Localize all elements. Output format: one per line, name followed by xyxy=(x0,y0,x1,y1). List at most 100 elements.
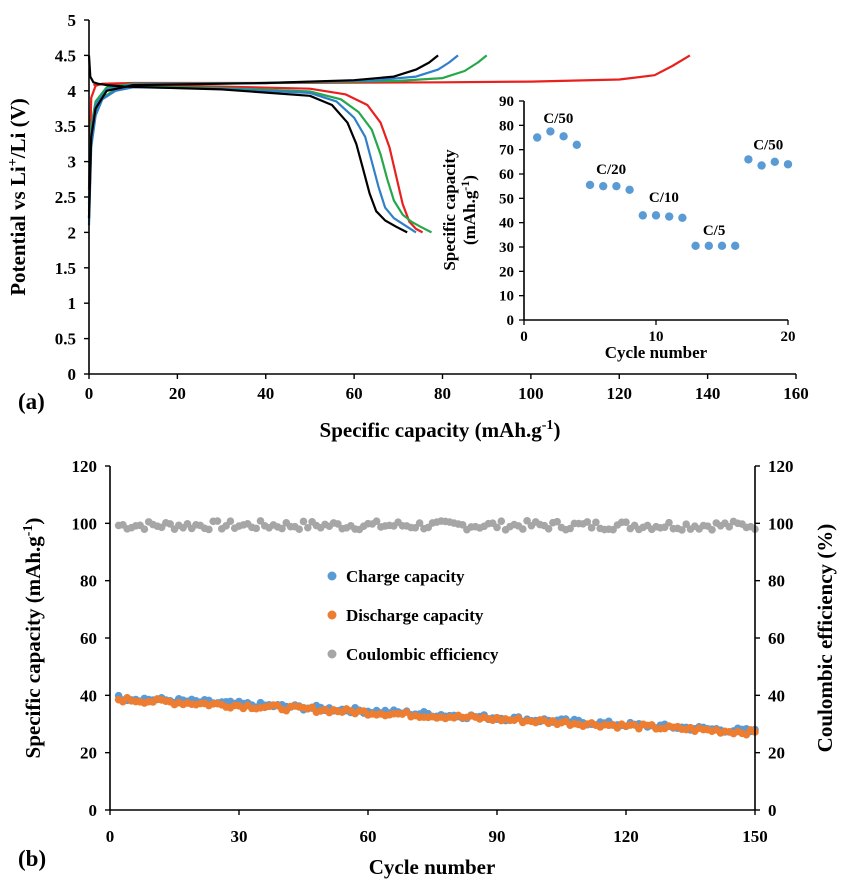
legend-marker-2 xyxy=(327,649,337,659)
panel-a-x-tick-label: 60 xyxy=(346,384,363,403)
panel-b-point-2 xyxy=(304,523,312,532)
inset-point xyxy=(717,241,727,250)
panel-a-y-tick-label: 3.5 xyxy=(55,117,76,136)
panel-b-point-2 xyxy=(553,517,561,526)
inset-point xyxy=(783,160,793,169)
inset-y-tick-label: 90 xyxy=(499,94,514,110)
panel-b-point-2 xyxy=(725,523,733,531)
legend-label-0: Charge capacity xyxy=(346,567,465,586)
panel-b-point-2 xyxy=(252,524,260,533)
legend-marker-1 xyxy=(327,610,337,620)
inset-y-tick-label: 70 xyxy=(499,143,514,159)
inset-x-tick-label: 10 xyxy=(649,329,664,345)
panel-b-x-tick-label: 0 xyxy=(106,827,115,846)
panel-a-x-tick-label: 40 xyxy=(257,384,274,403)
panel-b-point-2 xyxy=(295,525,304,533)
panel-a-x-tick-label: 0 xyxy=(85,384,94,403)
panel-a-curves xyxy=(87,54,691,234)
panel-b-y2-tick-label: 20 xyxy=(768,744,785,763)
panel-b-y2-tick-label: 0 xyxy=(768,801,777,820)
panel-b-point-2 xyxy=(519,525,527,533)
panel-b-y-tick-label: 80 xyxy=(80,572,97,591)
inset-point xyxy=(651,211,661,220)
inset-point xyxy=(665,212,674,221)
panel-b-point-2 xyxy=(566,524,574,533)
inset-point xyxy=(704,241,713,250)
panel-a-y-tick-label: 3 xyxy=(68,153,77,172)
panel-b-y2-tick-label: 100 xyxy=(768,514,794,533)
panel-a-charge-curve-2 xyxy=(87,54,459,212)
panel-a-charge-curve-3 xyxy=(87,54,439,219)
inset-x-tick-label: 0 xyxy=(520,329,528,345)
panel-a-y-tick-label: 5 xyxy=(68,11,77,30)
panel-a-y-label: Potential vs Li+/Li (V) xyxy=(6,98,30,296)
inset-point xyxy=(770,157,779,167)
panel-a-y-tick-label: 0.5 xyxy=(55,330,76,349)
panel-b-y-tick-label: 0 xyxy=(89,801,98,820)
panel-b-point-2 xyxy=(166,520,174,528)
inset-point xyxy=(533,133,542,142)
panel-a-discharge-curve-2 xyxy=(87,86,417,234)
inset-point xyxy=(612,181,621,191)
panel-b-point-2 xyxy=(299,517,308,526)
panel-a-tag: (a) xyxy=(18,389,45,414)
panel-b-y-tick-label: 40 xyxy=(80,686,97,705)
legend-label-2: Coulombic efficiency xyxy=(346,645,499,664)
inset-rate-label: C/5 xyxy=(703,223,726,239)
panel-a-x-tick-label: 140 xyxy=(695,384,721,403)
panel-a-x-tick-label: 120 xyxy=(607,384,633,403)
panel-b-y2-tick-label: 40 xyxy=(768,686,785,705)
panel-b-x-label: Cycle number xyxy=(369,855,496,879)
inset-rate-label: C/50 xyxy=(543,111,573,127)
inset-x-label: Cycle number xyxy=(605,343,708,362)
panel-b-point-2 xyxy=(205,525,213,534)
panel-b-points xyxy=(114,517,759,739)
inset-point xyxy=(744,155,753,164)
inset-x-tick-label: 20 xyxy=(781,329,796,345)
panel-b-point-2 xyxy=(622,518,630,526)
panel-a-y-tick-label: 2 xyxy=(68,223,77,242)
inset-y-tick-label: 10 xyxy=(499,289,514,305)
inset-y-tick-label: 0 xyxy=(507,313,515,329)
panel-b-y2-tick-label: 120 xyxy=(768,457,794,476)
inset-point xyxy=(546,127,555,136)
inset-point xyxy=(638,211,647,220)
panel-b-point-2 xyxy=(682,520,690,529)
inset-y-label-line2: (mAh.g-1) xyxy=(458,175,479,245)
inset-point xyxy=(599,181,608,191)
panel-b-point-2 xyxy=(140,525,149,534)
panel-a-x-tick-label: 100 xyxy=(518,384,544,403)
panel-a-x-label: Specific capacity (mAh.g-1) xyxy=(320,418,561,442)
panel-b-chart: 0 30 60 90 120 150020406080100120020406080100… xyxy=(18,457,837,879)
panel-b-point-2 xyxy=(278,524,286,533)
panel-a-y-tick-label: 0 xyxy=(68,365,77,384)
panel-b-y2-tick-label: 60 xyxy=(768,629,785,648)
panel-b-point-2 xyxy=(665,518,673,527)
panel-a-x-tick-label: 20 xyxy=(169,384,186,403)
panel-a-y-tick-label: 2.5 xyxy=(55,188,76,207)
panel-a-discharge-curve-1 xyxy=(87,85,433,234)
inset-point xyxy=(691,241,700,250)
inset-point xyxy=(678,213,687,222)
inset-y-tick-label: 20 xyxy=(499,264,514,280)
panel-b-point-2 xyxy=(523,517,531,525)
panel-b-y2-tick-label: 80 xyxy=(768,572,785,591)
panel-b-legend: Charge capacity Discharge capacity Coulomb… xyxy=(327,567,499,664)
inset-point xyxy=(731,241,740,250)
panel-b-tag: (b) xyxy=(18,846,46,871)
panel-a-y-tick-label: 1.5 xyxy=(55,259,76,278)
panel-b-x-tick-label: 150 xyxy=(742,827,768,846)
panel-a-charge-curve-1 xyxy=(87,54,488,205)
panel-b-point-2 xyxy=(708,526,716,534)
panel-a-x-tick-label: 160 xyxy=(783,384,809,403)
panel-a-y-tick-label: 1 xyxy=(68,294,77,313)
panel-b-point-2 xyxy=(256,517,265,525)
panel-b-point-2 xyxy=(372,517,381,525)
legend-marker-0 xyxy=(327,571,337,581)
inset-rate-label: C/50 xyxy=(753,138,783,154)
panel-b-y-tick-label: 20 xyxy=(80,744,97,763)
inset-y-tick-label: 30 xyxy=(499,240,514,256)
panel-a-y-tick-label: 4 xyxy=(68,82,77,101)
inset-point xyxy=(572,140,581,149)
